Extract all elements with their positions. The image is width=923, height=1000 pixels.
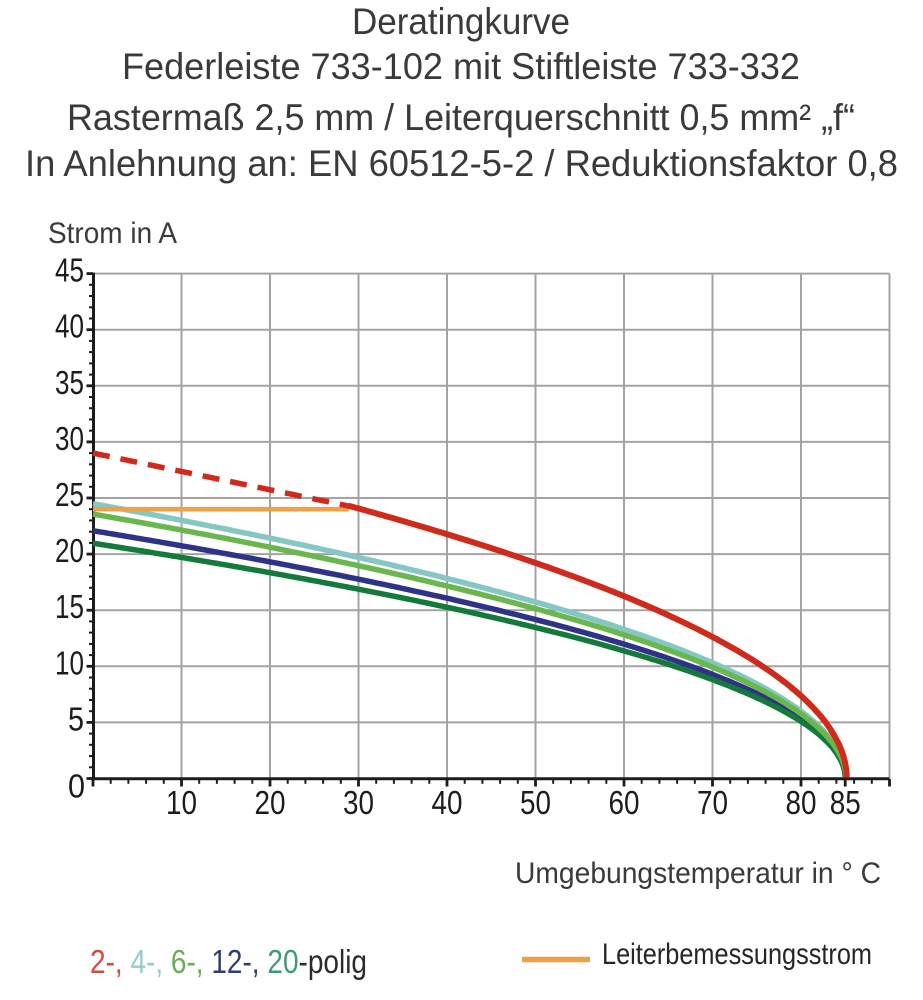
svg-text:50: 50: [520, 784, 551, 821]
svg-text:10: 10: [166, 784, 197, 821]
svg-text:20: 20: [55, 532, 84, 569]
svg-text:5: 5: [68, 700, 84, 737]
svg-text:In Anlehnung an: EN 60512-5-2: In Anlehnung an: EN 60512-5-2 / Reduktio…: [25, 143, 898, 184]
svg-text:40: 40: [432, 784, 463, 821]
svg-text:Deratingkurve: Deratingkurve: [352, 1, 570, 42]
svg-text:40: 40: [55, 308, 84, 345]
svg-text:Leiterbemessungsstrom: Leiterbemessungsstrom: [602, 938, 872, 971]
svg-text:Rastermaß 2,5 mm / Leiterquers: Rastermaß 2,5 mm / Leiterquerschnitt 0,5…: [67, 97, 855, 138]
svg-text:2-, 4-, 6-, 12-, 20-polig: 2-, 4-, 6-, 12-, 20-polig: [90, 943, 367, 980]
svg-text:30: 30: [343, 784, 374, 821]
svg-text:30: 30: [55, 420, 84, 457]
svg-text:0: 0: [68, 768, 85, 805]
svg-text:85: 85: [830, 784, 861, 821]
svg-text:35: 35: [55, 364, 84, 401]
svg-text:20: 20: [255, 784, 286, 821]
svg-text:25: 25: [55, 476, 84, 513]
svg-text:45: 45: [55, 252, 84, 289]
svg-text:80: 80: [786, 784, 817, 821]
svg-text:Umgebungstemperatur in ° C: Umgebungstemperatur in ° C: [515, 857, 881, 890]
svg-text:60: 60: [609, 784, 640, 821]
svg-text:70: 70: [697, 784, 728, 821]
svg-text:Strom in A: Strom in A: [48, 217, 177, 250]
svg-text:Federleiste 733-102 mit Stiftl: Federleiste 733-102 mit Stiftleiste 733-…: [122, 46, 800, 87]
svg-text:15: 15: [55, 588, 84, 625]
svg-text:10: 10: [55, 644, 84, 681]
